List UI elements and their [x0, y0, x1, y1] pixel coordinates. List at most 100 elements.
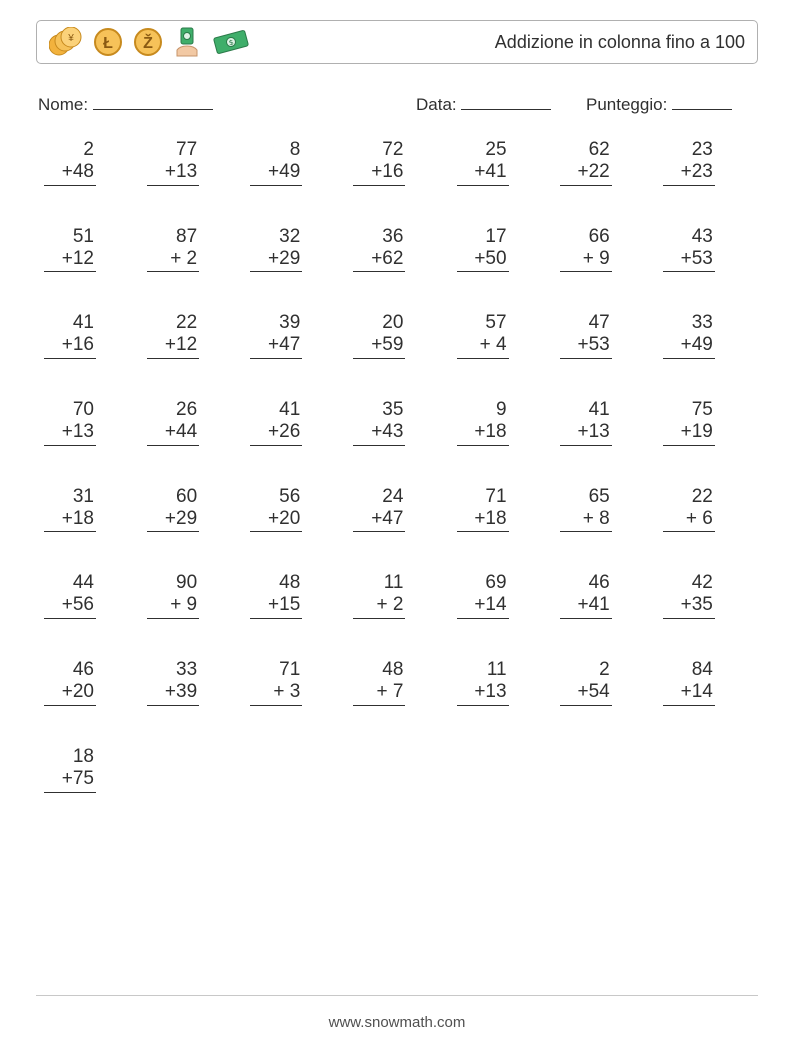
addend-top: 26 — [176, 399, 199, 421]
sum-rule — [44, 792, 96, 793]
header-icon-row: ¥ Ł Ž — [49, 26, 251, 58]
sum-rule — [44, 618, 96, 619]
worksheet-page: ¥ Ł Ž — [0, 0, 794, 1053]
problem: 42+35 — [655, 572, 715, 619]
svg-text:¥: ¥ — [67, 33, 74, 44]
problem: 70+13 — [36, 399, 96, 446]
addend-top: 32 — [279, 226, 302, 248]
addend-bottom: +22 — [577, 161, 611, 183]
sum-rule — [250, 445, 302, 446]
name-field: Nome: — [38, 92, 416, 115]
sum-rule — [147, 531, 199, 532]
score-label: Punteggio: — [586, 95, 667, 114]
addend-top: 35 — [382, 399, 405, 421]
problem: 72+16 — [345, 139, 405, 186]
sum-rule — [560, 445, 612, 446]
problem: 51+12 — [36, 226, 96, 273]
date-blank[interactable] — [461, 92, 551, 110]
addend-bottom: +47 — [371, 508, 405, 530]
score-blank[interactable] — [672, 92, 732, 110]
addend-top: 75 — [692, 399, 715, 421]
addend-bottom: +56 — [62, 594, 96, 616]
sum-rule — [560, 185, 612, 186]
sum-rule — [250, 271, 302, 272]
addend-top: 24 — [382, 486, 405, 508]
addend-top: 51 — [73, 226, 96, 248]
addend-bottom: +12 — [62, 248, 96, 270]
addend-top: 8 — [290, 139, 303, 161]
problem: 90+ 9 — [139, 572, 199, 619]
sum-rule — [457, 358, 509, 359]
addend-bottom: +62 — [371, 248, 405, 270]
addend-bottom: +75 — [62, 768, 96, 790]
addend-bottom: +20 — [268, 508, 302, 530]
sum-rule — [663, 618, 715, 619]
addend-bottom: +41 — [474, 161, 508, 183]
addend-bottom: +49 — [681, 334, 715, 356]
addend-top: 11 — [487, 659, 509, 681]
sum-rule — [457, 531, 509, 532]
problem: 56+20 — [242, 486, 302, 533]
addend-bottom: +16 — [62, 334, 96, 356]
sum-rule — [457, 618, 509, 619]
addend-top: 46 — [589, 572, 612, 594]
addend-bottom: +18 — [474, 421, 508, 443]
addend-top: 43 — [692, 226, 715, 248]
addend-top: 46 — [73, 659, 96, 681]
addend-bottom: +13 — [62, 421, 96, 443]
addend-top: 66 — [589, 226, 612, 248]
addend-top: 39 — [279, 312, 302, 334]
date-label: Data: — [416, 95, 457, 114]
problem: 26+44 — [139, 399, 199, 446]
problem: 2+48 — [36, 139, 96, 186]
addend-bottom: +48 — [62, 161, 96, 183]
addend-top: 71 — [485, 486, 508, 508]
addend-top: 44 — [73, 572, 96, 594]
score-field: Punteggio: — [586, 92, 756, 115]
addend-top: 87 — [176, 226, 199, 248]
problem: 32+29 — [242, 226, 302, 273]
addend-top: 25 — [485, 139, 508, 161]
name-blank[interactable] — [93, 92, 213, 110]
problem: 31+18 — [36, 486, 96, 533]
addend-bottom: + 7 — [376, 681, 405, 703]
problem: 41+16 — [36, 312, 96, 359]
problem: 46+20 — [36, 659, 96, 706]
addend-top: 22 — [692, 486, 715, 508]
problem: 84+14 — [655, 659, 715, 706]
addend-top: 2 — [599, 659, 612, 681]
addend-bottom: +13 — [577, 421, 611, 443]
addend-bottom: +18 — [474, 508, 508, 530]
addend-bottom: + 6 — [686, 508, 715, 530]
addend-bottom: +47 — [268, 334, 302, 356]
problem: 33+49 — [655, 312, 715, 359]
sum-rule — [560, 358, 612, 359]
problem: 36+62 — [345, 226, 405, 273]
addend-bottom: + 9 — [583, 248, 612, 270]
addend-bottom: +26 — [268, 421, 302, 443]
sum-rule — [44, 705, 96, 706]
addend-top: 22 — [176, 312, 199, 334]
problem: 8+49 — [242, 139, 302, 186]
addend-bottom: +53 — [681, 248, 715, 270]
addend-bottom: +16 — [371, 161, 405, 183]
problem: 39+47 — [242, 312, 302, 359]
addend-bottom: +23 — [681, 161, 715, 183]
coins-icon: ¥ — [49, 27, 83, 57]
addend-bottom: +50 — [474, 248, 508, 270]
sum-rule — [457, 185, 509, 186]
sum-rule — [250, 185, 302, 186]
addend-bottom: +54 — [577, 681, 611, 703]
addend-bottom: +12 — [165, 334, 199, 356]
addend-top: 11 — [384, 572, 406, 594]
addend-top: 36 — [382, 226, 405, 248]
footer-rule — [36, 995, 758, 996]
addend-top: 62 — [589, 139, 612, 161]
problem: 57+ 4 — [449, 312, 509, 359]
svg-text:Ł: Ł — [103, 35, 113, 52]
problem: 11+13 — [449, 659, 509, 706]
addend-bottom: + 8 — [583, 508, 612, 530]
sum-rule — [457, 705, 509, 706]
problem: 44+56 — [36, 572, 96, 619]
problem: 48+ 7 — [345, 659, 405, 706]
